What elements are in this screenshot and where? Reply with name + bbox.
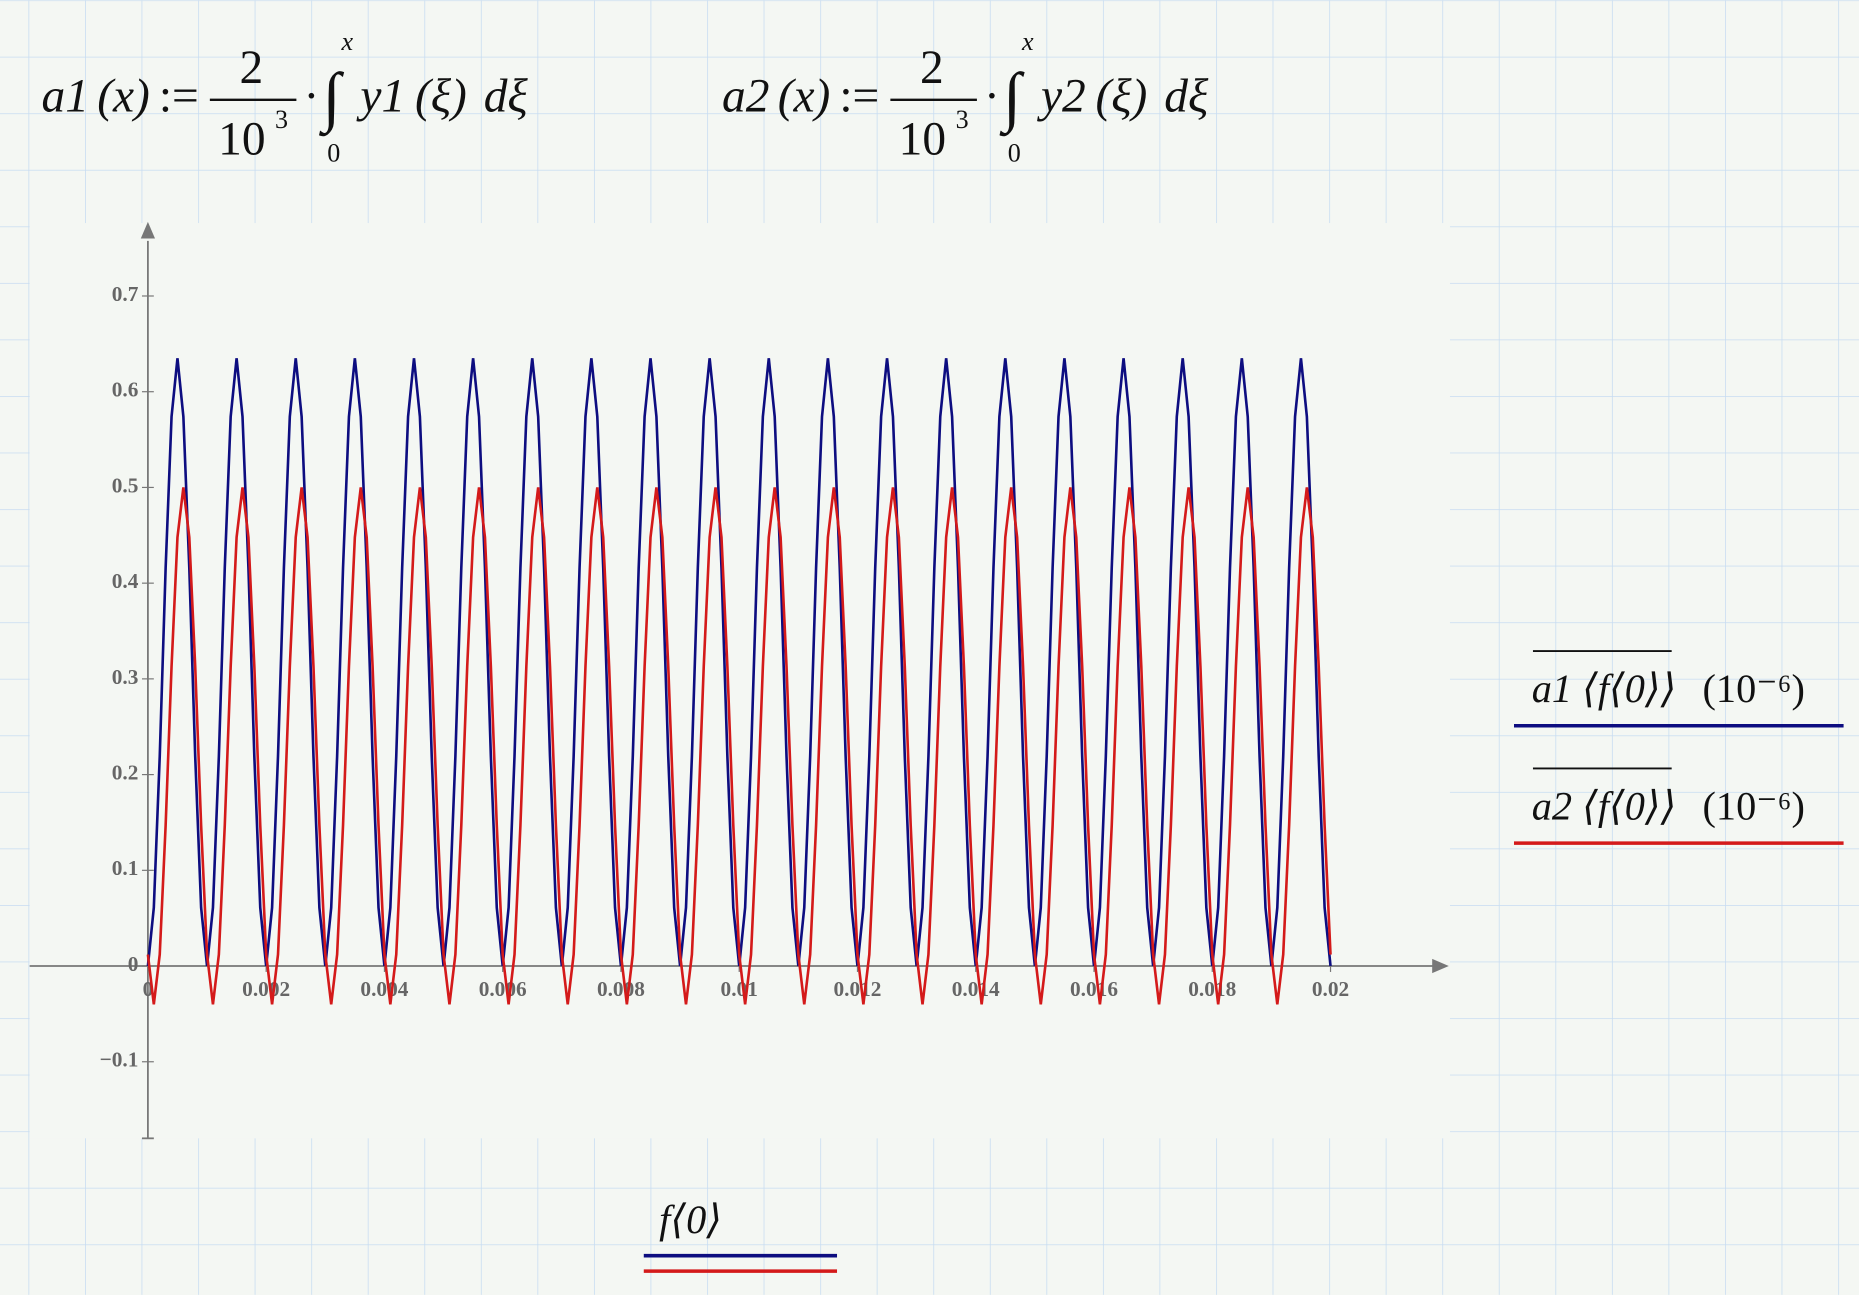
y-tick-label: 0.5 xyxy=(112,473,139,497)
x-tick-label: 0.01 xyxy=(721,977,758,1001)
numerator: 2 xyxy=(239,42,263,94)
x-tick-label: 0.016 xyxy=(1070,977,1118,1001)
function-name: a2 xyxy=(722,71,769,123)
integrand-arg: (ξ) xyxy=(415,71,467,123)
y-tick-label: 0.6 xyxy=(112,378,139,402)
denominator: 10 xyxy=(899,113,946,165)
x-tick-label: 0.018 xyxy=(1188,977,1236,1001)
y-tick-label: 0.3 xyxy=(112,665,139,689)
lower-limit: 0 xyxy=(1008,138,1021,167)
x-tick-label: 0.006 xyxy=(479,977,527,1001)
y-tick-label: −0.1 xyxy=(100,1048,139,1072)
x-axis-label: f⟨0⟩ xyxy=(659,1197,722,1242)
function-arg: (x) xyxy=(778,71,831,123)
upper-limit: x xyxy=(1021,27,1034,56)
dot: · xyxy=(984,71,1000,123)
x-tick-label: 0.008 xyxy=(597,977,645,1001)
lower-limit: 0 xyxy=(327,138,340,167)
integrand: y1 xyxy=(356,71,405,123)
x-tick-label: 0.012 xyxy=(833,977,881,1001)
chart: 0 0.002 0.004 0.006 0.008 0.01 0.012 0.014 0.016… xyxy=(29,221,1844,1273)
series-line xyxy=(146,487,1332,1005)
x-axis-arrow xyxy=(1432,958,1449,974)
legend-entry: a2 ⟨f⟨0⟩⟩ xyxy=(1532,783,1677,828)
integral: ∫ xyxy=(999,61,1025,137)
plot-area xyxy=(29,223,1450,1139)
x-tick-label: 0.02 xyxy=(1312,977,1349,1001)
legend-scale: (10⁻⁶) xyxy=(1703,666,1805,711)
exponent: 3 xyxy=(956,105,969,134)
function-name: a1 xyxy=(41,71,88,123)
assign: := xyxy=(839,71,879,123)
denominator: 10 xyxy=(218,113,265,165)
x-tick-label: 0 xyxy=(143,977,154,1001)
x-tick-label: 0.014 xyxy=(952,977,1000,1001)
y-tick-label: 0.4 xyxy=(112,569,139,593)
differential: dξ xyxy=(1164,71,1209,123)
y-tick-label: 0.2 xyxy=(112,760,139,784)
x-tick-label: 0.004 xyxy=(360,977,408,1001)
y-tick-label: 0.7 xyxy=(112,282,139,306)
exponent: 3 xyxy=(275,105,288,134)
x-tick-label: 0.002 xyxy=(242,977,290,1001)
assign: := xyxy=(159,71,199,123)
legend-scale: (10⁻⁶) xyxy=(1703,783,1805,828)
dot: · xyxy=(304,71,320,123)
function-arg: (x) xyxy=(97,71,150,123)
y-tick-label: 0 xyxy=(128,952,139,976)
y-axis-arrow xyxy=(140,221,156,239)
y-tick-label: 0.1 xyxy=(112,856,139,880)
numerator: 2 xyxy=(920,42,944,94)
upper-limit: x xyxy=(340,27,353,56)
formula-2: a2 (x) := 2 10 3 · ∫ 0 x y2 (ξ) dξ xyxy=(722,27,1209,167)
integrand-arg: (ξ) xyxy=(1095,71,1147,123)
integral: ∫ xyxy=(318,61,344,137)
differential: dξ xyxy=(484,71,529,123)
legend-entry: a1 ⟨f⟨0⟩⟩ xyxy=(1532,666,1677,711)
integrand: y2 xyxy=(1037,71,1086,123)
formula-1: a1 (x) := 2 10 3 · ∫ 0 x y1 (ξ) dξ xyxy=(41,27,528,167)
